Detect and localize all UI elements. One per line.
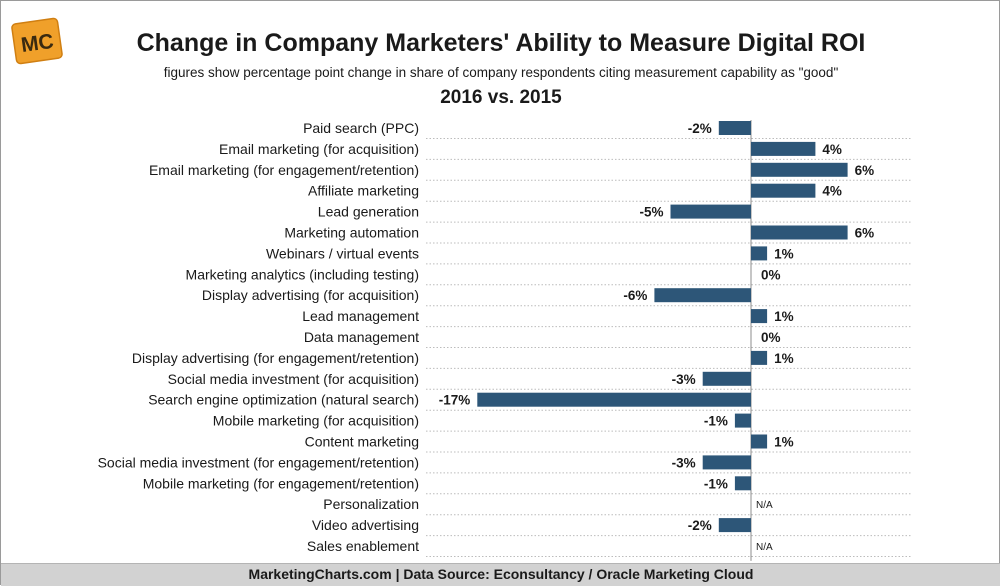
data-label: -2%	[688, 121, 712, 136]
category-label: Social media investment (for engagement/…	[98, 454, 419, 470]
category-label: Content marketing	[305, 434, 419, 450]
bar	[654, 288, 751, 303]
chart-period: 2016 vs. 2015	[440, 87, 562, 108]
category-label: Sales enablement	[307, 538, 419, 554]
bar	[734, 413, 751, 428]
category-label: Marketing analytics (including testing)	[186, 266, 419, 282]
source-footer: MarketingCharts.com | Data Source: Econs…	[1, 563, 1000, 586]
bar	[734, 476, 751, 491]
bar	[751, 162, 848, 177]
data-label: N/A	[756, 500, 773, 511]
bar	[751, 434, 768, 449]
bar	[670, 204, 751, 219]
category-label: Personalization	[323, 496, 419, 512]
chart-title: Change in Company Marketers' Ability to …	[136, 29, 866, 57]
bar	[751, 183, 816, 198]
data-label: 0%	[761, 267, 781, 282]
bar	[751, 350, 768, 365]
category-label: Lead management	[302, 308, 419, 324]
bar	[718, 518, 751, 533]
data-label: 0%	[761, 330, 781, 345]
category-label: Marketing automation	[284, 225, 419, 241]
bar	[751, 141, 816, 156]
data-label: -17%	[439, 393, 471, 408]
data-label: 1%	[774, 246, 794, 261]
data-label: 1%	[774, 351, 794, 366]
data-label: 4%	[822, 142, 842, 157]
category-label: Search engine optimization (natural sear…	[148, 392, 419, 408]
data-label: -2%	[688, 518, 712, 533]
data-label: N/A	[756, 542, 773, 553]
category-label: Display advertising (for acquisition)	[202, 287, 419, 303]
data-label: -1%	[704, 476, 728, 491]
category-label: Email marketing (for engagement/retentio…	[149, 162, 419, 178]
bar	[477, 392, 751, 407]
bar	[702, 455, 751, 470]
data-label: 6%	[855, 163, 875, 178]
data-label: -6%	[623, 288, 647, 303]
category-label: Video advertising	[312, 517, 419, 533]
category-label: Mobile marketing (for acquisition)	[213, 413, 419, 429]
chart-subtitle: figures show percentage point change in …	[163, 65, 839, 80]
marketingcharts-logo: MC	[11, 17, 63, 65]
data-label: 6%	[855, 226, 875, 241]
category-label: Display advertising (for engagement/rete…	[132, 350, 419, 366]
data-label: -3%	[672, 372, 696, 387]
category-label: Social media investment (for acquisition…	[168, 371, 419, 387]
data-label: 4%	[822, 184, 842, 199]
bar	[702, 371, 751, 386]
bar	[751, 246, 768, 261]
category-label: Mobile marketing (for engagement/retenti…	[143, 475, 419, 491]
bar	[718, 121, 751, 135]
category-label: Lead generation	[318, 204, 419, 220]
category-label: Paid search (PPC)	[303, 120, 419, 136]
bar	[751, 309, 768, 324]
category-label: Affiliate marketing	[308, 183, 419, 199]
category-label: Email marketing (for acquisition)	[219, 141, 419, 157]
bar	[751, 225, 848, 240]
data-label: -3%	[672, 455, 696, 470]
data-label: -5%	[639, 205, 663, 220]
data-label: 1%	[774, 309, 794, 324]
category-label: Webinars / virtual events	[266, 245, 419, 261]
category-label: Data management	[304, 329, 419, 345]
data-label: -1%	[704, 414, 728, 429]
logo-text: MC	[20, 30, 56, 57]
data-label: 1%	[774, 435, 794, 450]
